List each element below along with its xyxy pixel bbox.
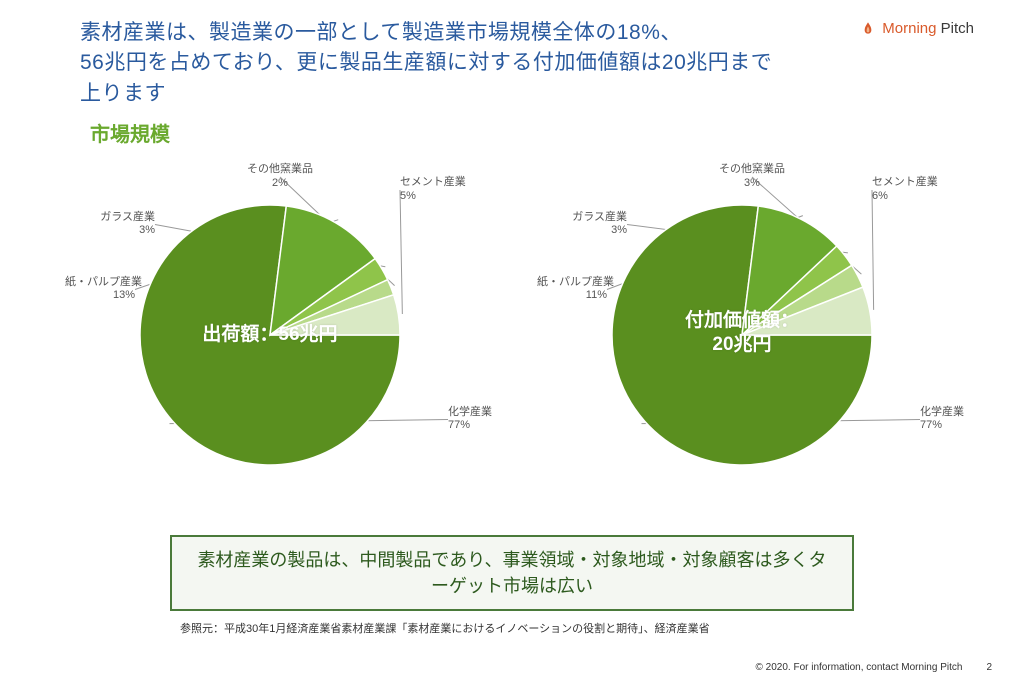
page-title: 素材産業は、製造業の一部として製造業市場規模全体の18%、56兆円を占めており、… [80,18,804,109]
pie-slice-label: 紙・パルプ産業13% [65,276,135,304]
slide-footer: © 2020. For information, contact Morning… [756,662,992,673]
source-citation: 参照元：平成30年1月経済産業省素材産業課「素材産業におけるイノベーションの役割… [180,620,710,636]
logo-text: Morning Pitch [882,20,974,37]
footer-page-number: 2 [986,662,992,673]
summary-callout: 素材産業の製品は、中間製品であり、事業領域・対象地域・対象顧客は多くターゲット市… [170,535,854,611]
pie-slice-label: 化学産業77% [920,406,964,434]
pie-slice-label: その他窯業品2% [240,163,320,191]
pie-slice-label: ガラス産業3% [85,211,155,239]
pie-slice-label: ガラス産業3% [557,211,627,239]
flame-icon [860,21,876,37]
market-scale-subtitle: 市場規模 [90,118,170,147]
pie-chart-right: 化学産業77% 紙・パルプ産業11% ガラス産業3% その他窯業品3% セメント産業6%… [512,160,1024,510]
pie-slice-label: セメント産業5% [400,176,466,204]
pie-svg [0,160,512,510]
logo-word-accent: Morning [882,20,936,37]
pie-slice-label: セメント産業6% [872,176,938,204]
pie-slice-label: その他窯業品3% [712,163,792,191]
logo-word-plain: Pitch [941,20,974,37]
footer-copyright: © 2020. For information, contact Morning… [756,662,963,673]
pie-slice-label: 化学産業77% [448,406,492,434]
pie-slice-label: 紙・パルプ産業11% [537,276,607,304]
pie-charts-row: 化学産業77% 紙・パルプ産業13% ガラス産業3% その他窯業品2% セメント産業5%… [0,160,1024,510]
pie-chart-left: 化学産業77% 紙・パルプ産業13% ガラス産業3% その他窯業品2% セメント産業5%… [0,160,512,510]
morning-pitch-logo: Morning Pitch [860,20,974,37]
